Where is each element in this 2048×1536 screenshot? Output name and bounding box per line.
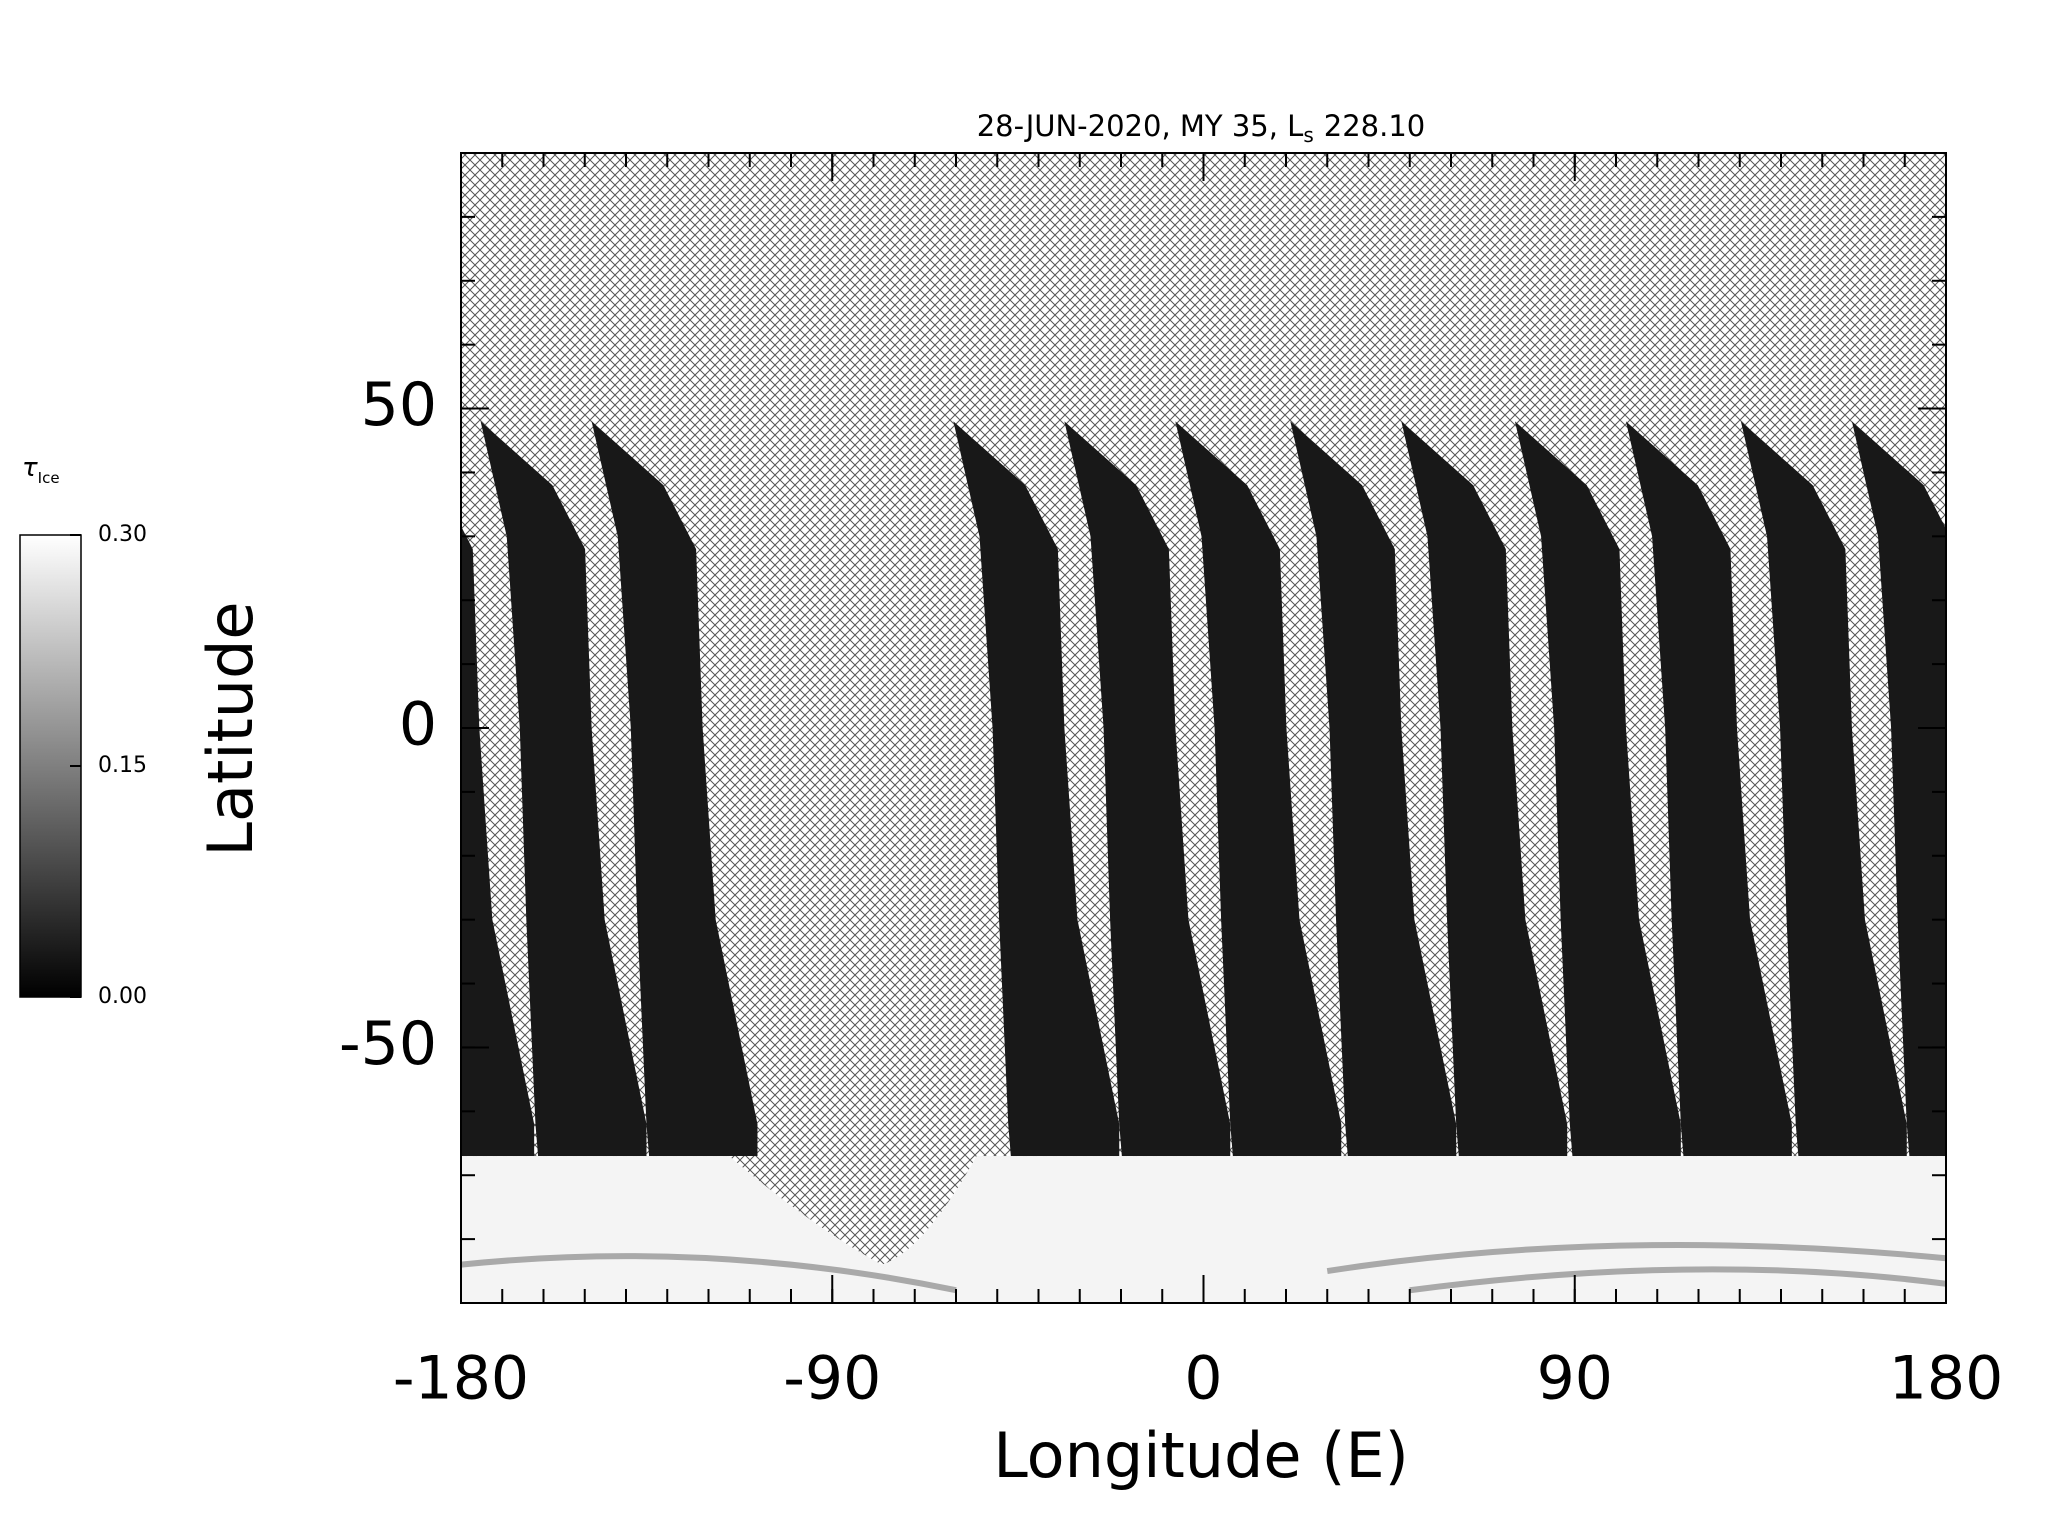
swath	[1625, 421, 1792, 1157]
title-text: 228.10	[1324, 109, 1425, 143]
colorbar-symbol: τ	[22, 453, 38, 483]
swath	[953, 421, 1120, 1157]
colorbar-tick-label: 0.15	[98, 753, 147, 778]
swath	[1401, 421, 1568, 1157]
x-tick-label: 180	[1889, 1344, 2004, 1414]
swath	[1740, 421, 1907, 1157]
colorbar-subscript: Ice	[38, 469, 60, 487]
title-subscript: s	[1303, 123, 1313, 147]
swath	[1851, 421, 1946, 1157]
colorbar-tick-label: 0.00	[98, 984, 147, 1009]
x-tick-label: -180	[393, 1344, 529, 1414]
swath	[480, 421, 647, 1157]
x-tick-label: -90	[783, 1344, 881, 1414]
colorbar-tick-label: 0.30	[98, 522, 147, 547]
colorbar-label: τIce	[22, 453, 60, 487]
swath	[1175, 421, 1342, 1157]
y-tick-label: 0	[399, 690, 437, 760]
polar-texture	[461, 1241, 1946, 1294]
swath	[1290, 421, 1457, 1157]
swath	[591, 421, 758, 1157]
x-axis-label: Longitude (E)	[993, 1419, 1409, 1492]
no-data-gap	[729, 1156, 977, 1265]
x-tick-label: 0	[1184, 1344, 1222, 1414]
chart-title: 28-JUN-2020, MY 35, Ls 228.10	[977, 109, 1426, 147]
y-tick-label: -50	[339, 1009, 437, 1079]
y-axis-label: Latitude	[194, 601, 267, 856]
swath	[461, 526, 535, 1157]
x-tick-label: 90	[1537, 1344, 1613, 1414]
swath	[1514, 421, 1681, 1157]
swath	[1064, 421, 1231, 1157]
map-image	[461, 153, 1946, 1303]
title-text: 28-JUN-2020, MY 35, L	[977, 109, 1304, 143]
y-tick-label: 50	[361, 370, 437, 440]
